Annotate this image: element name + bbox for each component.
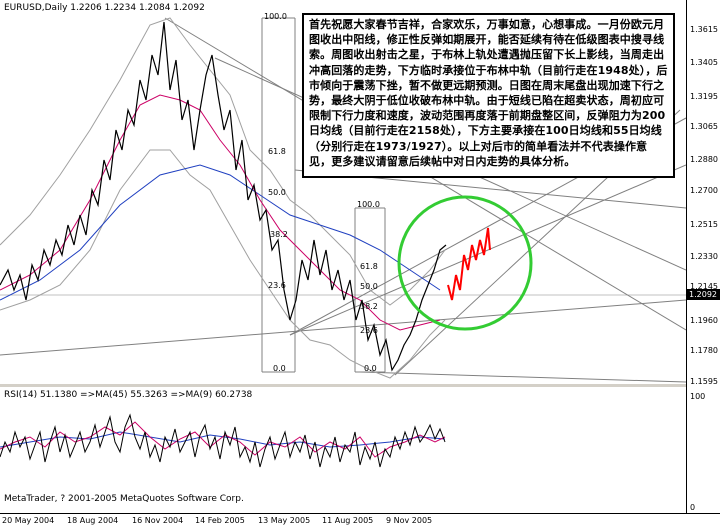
price-tick: 1.3405	[690, 58, 718, 67]
price-tick: 1.2700	[690, 186, 718, 195]
fib-right-level: 100.0	[357, 200, 380, 209]
price-tick: 1.2880	[690, 155, 718, 164]
projection-line	[447, 227, 491, 301]
fib-left-level: 0.0	[273, 364, 286, 373]
price-tick: 1.3195	[690, 92, 718, 101]
fib-right-level: 0.0	[364, 364, 377, 373]
price-tick: 1.1780	[690, 346, 718, 355]
rsi-chart[interactable]	[0, 387, 686, 513]
rsi-ma-red	[0, 421, 446, 458]
rsi-header: RSI(14) 51.1380 =>MA(45) 55.3263 =>MA(9)…	[4, 390, 253, 400]
fib-right-level: 23.6	[360, 326, 378, 335]
ma-red-line	[0, 94, 441, 331]
time-tick: 11 Aug 2005	[322, 516, 374, 525]
rsi-tick: 0	[690, 503, 696, 512]
rsi-pane[interactable]	[0, 387, 686, 513]
pane-separator[interactable]	[0, 384, 720, 387]
copyright-text: MetaTrader, ? 2001-2005 MetaQuotes Softw…	[4, 494, 244, 504]
fib-left-level: 100.0	[264, 12, 287, 21]
price-tick: 1.2330	[690, 252, 718, 261]
time-tick: 9 Nov 2005	[386, 516, 433, 525]
analysis-note: 首先祝愿大家春节吉祥，合家欢乐，万事如意，心想事成。一月份欧元月图收出中阳线，修…	[302, 13, 675, 178]
price-tick: 1.2145	[690, 282, 718, 291]
bollinger-bands	[0, 17, 446, 379]
time-tick: 13 May 2005	[258, 516, 311, 525]
price-pane[interactable]: 100.0 61.8 50.0 38.2 23.6 0.0 100.0 61.8…	[0, 0, 687, 384]
price-tick: 1.2515	[690, 220, 718, 229]
time-scale[interactable]: 20 May 2004 18 Aug 2004 16 Nov 2004 14 F…	[0, 513, 720, 526]
time-tick: 18 Aug 2004	[67, 516, 119, 525]
rsi-line	[0, 413, 446, 468]
time-tick: 14 Feb 2005	[195, 516, 245, 525]
time-tick: 16 Nov 2004	[132, 516, 184, 525]
fib-right-level: 50.0	[360, 282, 378, 291]
rsi-tick: 100	[690, 392, 706, 401]
price-scale[interactable]: 1.3615 1.3405 1.3195 1.3065 1.2880 1.270…	[686, 0, 720, 513]
trendline-7	[0, 299, 687, 356]
price-line	[0, 21, 447, 372]
symbol-header: EURUSD,Daily 1.2206 1.2234 1.2084 1.2092	[4, 3, 205, 13]
fib-retracement-left	[261, 17, 296, 373]
ma-blue-line	[0, 164, 441, 301]
fib-left-level: 38.2	[270, 230, 288, 239]
price-chart[interactable]	[0, 0, 687, 384]
fib-right-level: 38.2	[360, 302, 378, 311]
fib-left-level: 23.6	[268, 281, 286, 290]
price-tick: 1.1960	[690, 316, 718, 325]
trendline-8	[359, 371, 687, 383]
price-tick: 1.1595	[690, 377, 718, 386]
time-tick: 20 May 2004	[2, 516, 55, 525]
price-tick: 1.3615	[690, 25, 718, 34]
fib-right-level: 61.8	[360, 262, 378, 271]
fib-left-level: 50.0	[268, 188, 286, 197]
fib-retracement-right	[354, 207, 386, 373]
fib-left-level: 61.8	[268, 147, 286, 156]
trendline-4	[289, 164, 687, 336]
current-price-label: 1.2092	[686, 289, 720, 300]
price-tick: 1.3065	[690, 122, 718, 131]
highlight-circle	[397, 195, 533, 331]
